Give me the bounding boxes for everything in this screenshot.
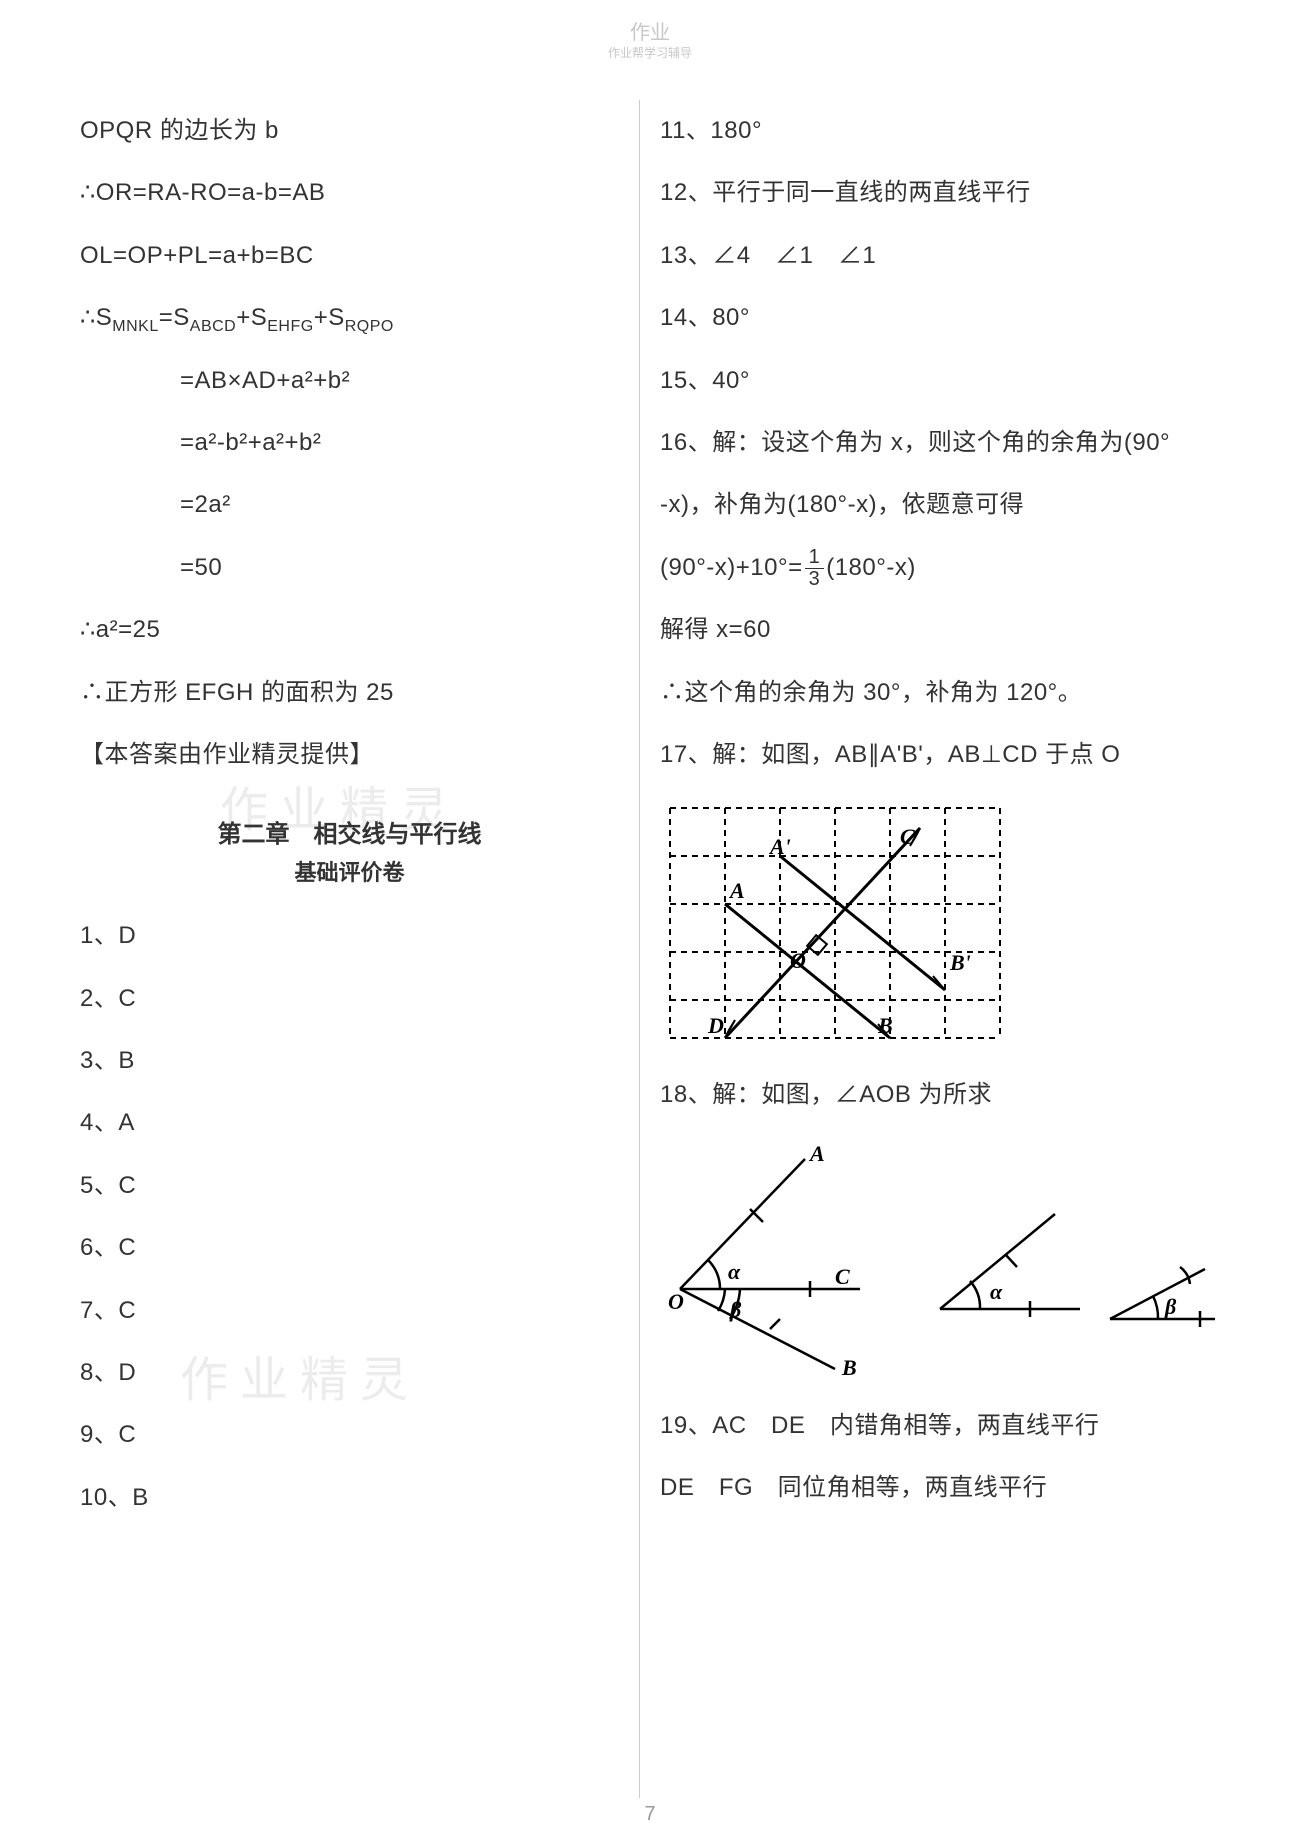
label-beta: β bbox=[729, 1297, 742, 1322]
subscript: MNKL bbox=[112, 318, 158, 335]
answer-item: 9、C bbox=[80, 1404, 619, 1466]
chapter-title: 第二章 相交线与平行线 bbox=[80, 814, 619, 849]
text-line: ∴SMNKL=SABCD+SEHFG+SRQPO bbox=[80, 287, 619, 349]
text-line: ∴这个角的余角为 30°，补角为 120°。 bbox=[660, 662, 1220, 724]
label-B: B bbox=[877, 1013, 893, 1038]
label-beta: β bbox=[1164, 1294, 1177, 1319]
answer-item: 11、180° bbox=[660, 100, 1220, 162]
subscript: RQPO bbox=[345, 318, 394, 335]
text-line: =AB×AD+a²+b² bbox=[80, 350, 619, 412]
label-O: O bbox=[668, 1289, 684, 1314]
subscript: EHFG bbox=[267, 318, 313, 335]
label-C: C bbox=[900, 824, 915, 849]
answer-item: 18、解：如图，∠AOB 为所求 bbox=[660, 1064, 1220, 1126]
text-line: DE FG 同位角相等，两直线平行 bbox=[660, 1457, 1220, 1519]
label-A: A bbox=[808, 1141, 825, 1166]
answer-item: 8、D bbox=[80, 1342, 619, 1404]
text-line: ∴OR=RA-RO=a-b=AB bbox=[80, 162, 619, 224]
text-line: OPQR 的边长为 b bbox=[80, 100, 619, 162]
text: (90°-x)+10°= bbox=[660, 554, 803, 581]
answer-item: 5、C bbox=[80, 1155, 619, 1217]
text: (180°-x) bbox=[826, 554, 916, 581]
fraction: 13 bbox=[805, 547, 825, 590]
answer-item: 17、解：如图，AB∥A'B'，AB⊥CD 于点 O bbox=[660, 724, 1220, 786]
answer-item: 15、40° bbox=[660, 350, 1220, 412]
answer-item: 6、C bbox=[80, 1217, 619, 1279]
text-line: OL=OP+PL=a+b=BC bbox=[80, 225, 619, 287]
answer-item: 4、A bbox=[80, 1092, 619, 1154]
figure-17: A A' C B' B D O bbox=[660, 798, 1220, 1048]
label-C: C bbox=[835, 1264, 850, 1289]
answer-item: 13、∠4 ∠1 ∠1 bbox=[660, 225, 1220, 287]
text-line: 解得 x=60 bbox=[660, 599, 1220, 661]
answer-item: 16、解：设这个角为 x，则这个角的余角为(90° bbox=[660, 412, 1220, 474]
label-Ap: A' bbox=[768, 834, 791, 859]
text-line: 【本答案由作业精灵提供】 bbox=[80, 724, 619, 786]
denominator: 3 bbox=[805, 569, 825, 590]
text-line: ∴正方形 EFGH 的面积为 25 bbox=[80, 662, 619, 724]
right-column: 11、180° 12、平行于同一直线的两直线平行 13、∠4 ∠1 ∠1 14、… bbox=[640, 100, 1240, 1798]
text-line: =50 bbox=[80, 537, 619, 599]
label-Bp: B' bbox=[949, 950, 971, 975]
stamp-sub: 作业帮学习辅导 bbox=[608, 46, 692, 62]
figure-18: O A B C α β α β bbox=[660, 1139, 1220, 1379]
text: +S bbox=[236, 304, 267, 331]
text-line: ∴a²=25 bbox=[80, 599, 619, 661]
answer-item: 10、B bbox=[80, 1467, 619, 1529]
text: =S bbox=[159, 304, 190, 331]
page-number: 7 bbox=[644, 1803, 655, 1826]
text: ∴S bbox=[80, 304, 112, 331]
stamp-top: 作业 bbox=[608, 20, 692, 46]
answer-item: 14、80° bbox=[660, 287, 1220, 349]
text-line: =2a² bbox=[80, 474, 619, 536]
label-B: B bbox=[841, 1355, 857, 1379]
label-O: O bbox=[790, 948, 806, 973]
answer-item: 12、平行于同一直线的两直线平行 bbox=[660, 162, 1220, 224]
label-alpha: α bbox=[728, 1259, 741, 1284]
numerator: 1 bbox=[805, 547, 825, 569]
answer-item: 3、B bbox=[80, 1030, 619, 1092]
label-A: A bbox=[728, 878, 745, 903]
text-line: -x)，补角为(180°-x)，依题意可得 bbox=[660, 474, 1220, 536]
answer-item: 7、C bbox=[80, 1280, 619, 1342]
header-stamp: 作业 作业帮学习辅导 bbox=[608, 20, 692, 62]
label-D: D bbox=[707, 1013, 724, 1038]
text-line: (90°-x)+10°=13(180°-x) bbox=[660, 537, 1220, 599]
answer-item: 19、AC DE 内错角相等，两直线平行 bbox=[660, 1395, 1220, 1457]
answer-item: 1、D bbox=[80, 905, 619, 967]
text-line: =a²-b²+a²+b² bbox=[80, 412, 619, 474]
label-alpha: α bbox=[990, 1279, 1003, 1304]
left-column: OPQR 的边长为 b ∴OR=RA-RO=a-b=AB OL=OP+PL=a+… bbox=[60, 100, 640, 1798]
page-container: OPQR 的边长为 b ∴OR=RA-RO=a-b=AB OL=OP+PL=a+… bbox=[60, 100, 1240, 1798]
subscript: ABCD bbox=[190, 318, 236, 335]
answer-item: 2、C bbox=[80, 968, 619, 1030]
text: +S bbox=[314, 304, 345, 331]
section-subtitle: 基础评价卷 bbox=[80, 855, 619, 887]
